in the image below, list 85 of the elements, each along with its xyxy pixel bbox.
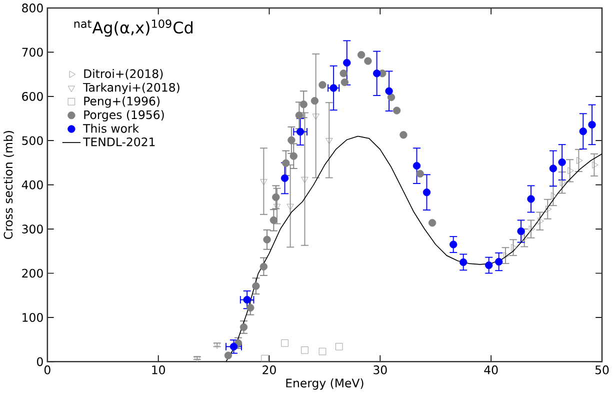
point xyxy=(300,100,308,108)
point xyxy=(318,348,326,355)
point xyxy=(260,179,268,186)
point xyxy=(511,244,518,252)
point xyxy=(549,164,558,172)
point xyxy=(290,152,298,160)
text: $^{nat}$Ag(α,x)$^{109}$Cd xyxy=(74,19,192,37)
legend-label: Tarkanyi+(2018) xyxy=(83,82,180,94)
legend-label: TENDL-2021 xyxy=(83,137,155,146)
point xyxy=(240,323,248,331)
point xyxy=(214,342,221,349)
point xyxy=(260,262,268,270)
legend-label: Porges (1956) xyxy=(84,110,164,122)
point xyxy=(343,58,351,67)
point xyxy=(230,342,238,350)
point xyxy=(357,50,366,59)
point xyxy=(310,96,319,105)
point xyxy=(412,162,421,170)
point xyxy=(281,339,288,347)
x-tick-label: 30 xyxy=(374,365,387,374)
point xyxy=(224,352,232,360)
point xyxy=(450,240,458,248)
point xyxy=(301,176,308,183)
y-tick-label: 500 xyxy=(22,136,43,145)
point xyxy=(270,216,278,224)
point xyxy=(330,84,338,92)
point xyxy=(588,120,596,128)
point xyxy=(579,127,587,136)
point xyxy=(272,193,280,201)
point xyxy=(246,304,254,312)
point xyxy=(495,258,503,266)
x-tick-label: 0 xyxy=(44,365,50,374)
x-axis-title: Energy (MeV) xyxy=(286,378,364,390)
point xyxy=(243,296,251,304)
y-tick-label: 600 xyxy=(22,92,43,101)
point xyxy=(312,114,320,120)
line-series xyxy=(226,136,602,362)
y-axis-title: Cross section (mb) xyxy=(4,130,14,239)
y-tick-label: 0 xyxy=(36,357,43,366)
point xyxy=(592,161,598,168)
point xyxy=(460,258,468,266)
point xyxy=(392,106,401,114)
point xyxy=(517,227,525,235)
point xyxy=(364,57,372,65)
point xyxy=(301,346,308,354)
y-tick-label: 400 xyxy=(22,180,43,190)
legend-label: Ditroi+(2018) xyxy=(84,68,163,80)
point xyxy=(558,158,566,166)
point xyxy=(326,138,333,144)
point xyxy=(286,204,294,210)
point xyxy=(252,282,260,290)
x-tick-label: 40 xyxy=(484,365,498,374)
point xyxy=(282,159,290,167)
y-tick-label: 300 xyxy=(22,224,43,234)
point xyxy=(318,80,326,89)
point xyxy=(261,354,268,362)
point xyxy=(295,111,304,120)
y-tick-label: 700 xyxy=(22,48,43,56)
point xyxy=(576,156,583,164)
point xyxy=(340,69,348,78)
point xyxy=(546,205,552,213)
point xyxy=(400,130,408,139)
x-tick-label: 20 xyxy=(262,365,276,374)
y-tick-label: 200 xyxy=(22,268,43,278)
point xyxy=(263,236,271,244)
point xyxy=(385,87,393,95)
point xyxy=(280,174,289,182)
point xyxy=(373,69,381,78)
point xyxy=(336,342,343,350)
x-tick-label: 50 xyxy=(595,365,609,374)
legend-label: This work xyxy=(83,124,140,133)
y-tick-label: 800 xyxy=(22,3,43,12)
x-tick-label: 10 xyxy=(152,365,165,374)
point xyxy=(428,218,436,227)
point xyxy=(485,261,493,269)
point xyxy=(527,195,535,203)
point xyxy=(422,188,431,196)
point xyxy=(387,93,396,101)
point xyxy=(416,170,424,178)
point xyxy=(551,192,558,200)
point xyxy=(340,78,349,86)
legend-label: Peng+(1996) xyxy=(84,96,160,108)
point xyxy=(194,356,201,362)
point xyxy=(288,136,296,144)
y-tick-label: 100 xyxy=(22,312,43,322)
